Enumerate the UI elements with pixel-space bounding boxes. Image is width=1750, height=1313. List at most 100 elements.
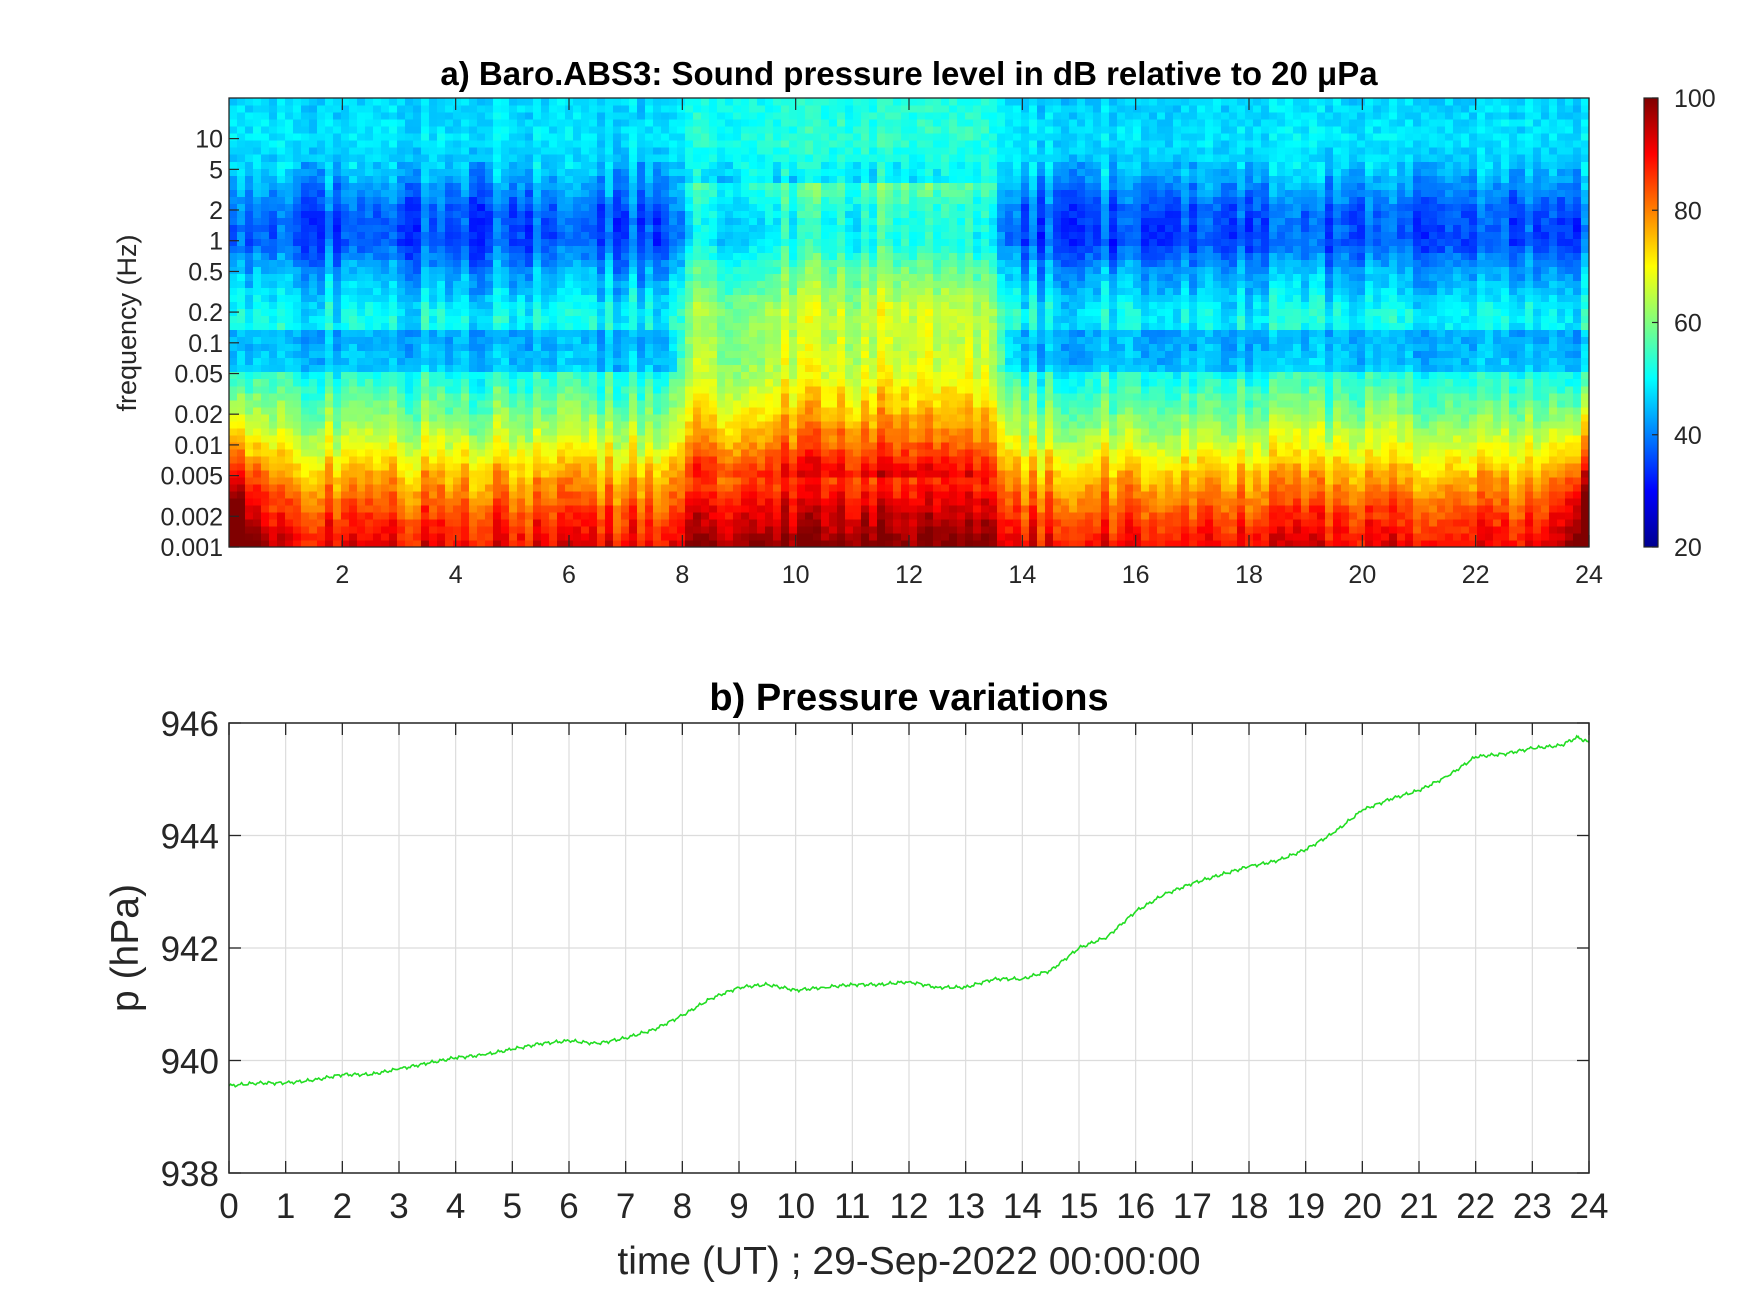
spectrogram-cell bbox=[437, 406, 446, 415]
spectrogram-cell bbox=[541, 413, 550, 422]
spectrogram-cell bbox=[685, 385, 694, 394]
spectrogram-cell bbox=[317, 105, 326, 113]
spectrogram-cell bbox=[485, 259, 494, 267]
spectrogram-cell bbox=[293, 322, 302, 331]
spectrogram-cell bbox=[317, 245, 326, 253]
spectrogram-cell bbox=[341, 189, 350, 197]
spectrogram-cell bbox=[429, 294, 438, 303]
spectrogram-cell bbox=[349, 154, 358, 162]
spectrogram-cell bbox=[301, 518, 310, 527]
spectrogram-cell bbox=[645, 476, 654, 485]
spectrogram-cell bbox=[821, 518, 830, 527]
spectrogram-cell bbox=[509, 154, 518, 162]
spectrogram-cell bbox=[677, 406, 686, 415]
spectrogram-cell bbox=[285, 203, 294, 211]
spectrogram-cell bbox=[773, 98, 782, 106]
spectrogram-cell bbox=[317, 483, 326, 492]
spectrogram-cell bbox=[413, 413, 422, 422]
spectrogram-cell bbox=[293, 210, 302, 218]
spectrogram-cell bbox=[421, 308, 430, 317]
spectrogram-cell bbox=[485, 175, 494, 183]
spectrogram-cell bbox=[741, 119, 750, 127]
spectrogram-cell bbox=[541, 308, 550, 317]
spectrogram-cell bbox=[597, 266, 606, 274]
spectrogram-cell bbox=[461, 98, 470, 106]
spectrogram-cell bbox=[237, 119, 246, 127]
spectrogram-cell bbox=[581, 448, 590, 457]
spectrogram-cell bbox=[653, 497, 662, 506]
spectrogram-cell bbox=[557, 196, 566, 204]
spectrogram-cell bbox=[621, 105, 630, 113]
spectrogram-cell bbox=[301, 161, 310, 169]
spectrogram-cell bbox=[765, 518, 774, 527]
spectrogram-cell bbox=[757, 280, 766, 289]
spectrogram-cell bbox=[837, 140, 846, 148]
spectrogram-cell bbox=[797, 371, 806, 380]
spectrogram-cell bbox=[333, 217, 342, 225]
spectrogram-cell bbox=[693, 203, 702, 211]
spectrogram-cell bbox=[493, 182, 502, 190]
spectrogram-cell bbox=[613, 126, 622, 134]
spectrogram-cell bbox=[317, 336, 326, 345]
spectrogram-cell bbox=[509, 245, 518, 253]
spectrogram-cell bbox=[677, 238, 686, 246]
spectrogram-cell bbox=[237, 511, 246, 520]
spectrogram-cell bbox=[781, 511, 790, 520]
spectrogram-cell bbox=[605, 532, 614, 541]
spectrogram-cell bbox=[813, 287, 822, 296]
spectrogram-cell bbox=[365, 497, 374, 506]
spectrogram-cell bbox=[245, 343, 254, 352]
spectrogram-cell bbox=[645, 301, 654, 310]
spectrogram-cell bbox=[573, 371, 582, 380]
spectrogram-cell bbox=[597, 315, 606, 324]
spectrogram-cell bbox=[653, 455, 662, 464]
spectrogram-cell bbox=[573, 322, 582, 331]
spectrogram-cell bbox=[589, 98, 598, 106]
spectrogram-cell bbox=[573, 182, 582, 190]
spectrogram-cell bbox=[245, 308, 254, 317]
spectrogram-cell bbox=[557, 322, 566, 331]
spectrogram-cell bbox=[805, 413, 814, 422]
spectrogram-cell bbox=[269, 119, 278, 127]
spectrogram-cell bbox=[509, 469, 518, 478]
spectrogram-cell bbox=[541, 98, 550, 106]
spectrogram-cell bbox=[421, 105, 430, 113]
spectrogram-cell bbox=[821, 175, 830, 183]
spectrogram-cell bbox=[405, 469, 414, 478]
spectrogram-cell bbox=[269, 336, 278, 345]
spectrogram-cell bbox=[621, 189, 630, 197]
spectrogram-cell bbox=[581, 203, 590, 211]
spectrogram-cell bbox=[669, 273, 678, 282]
spectrogram-cell bbox=[277, 448, 286, 457]
spectrogram-cell bbox=[637, 196, 646, 204]
spectrogram-cell bbox=[645, 329, 654, 338]
spectrogram-cell bbox=[373, 273, 382, 282]
spectrogram-cell bbox=[837, 469, 846, 478]
spectrogram-cell bbox=[517, 224, 526, 232]
spectrogram-cell bbox=[669, 238, 678, 246]
spectrogram-cell bbox=[717, 266, 726, 274]
spectrogram-cell bbox=[789, 336, 798, 345]
spectrogram-cell bbox=[565, 147, 574, 155]
spectrogram-cell bbox=[605, 469, 614, 478]
spectrogram-cell bbox=[781, 518, 790, 527]
spectrogram-cell bbox=[613, 280, 622, 289]
spectrogram-cell bbox=[325, 385, 334, 394]
spectrogram-cell bbox=[733, 196, 742, 204]
spectrogram-cell bbox=[421, 406, 430, 415]
spectrogram-cell bbox=[669, 385, 678, 394]
spectrogram-cell bbox=[389, 399, 398, 408]
spectrogram-cell bbox=[365, 434, 374, 443]
spectrogram-cell bbox=[293, 476, 302, 485]
spectrogram-cell bbox=[405, 448, 414, 457]
spectrogram-cell bbox=[501, 294, 510, 303]
spectrogram-cell bbox=[493, 343, 502, 352]
spectrogram-cell bbox=[749, 315, 758, 324]
spectrogram-cell bbox=[501, 322, 510, 331]
spectrogram-cell bbox=[325, 168, 334, 176]
spectrogram-cell bbox=[725, 126, 734, 134]
spectrogram-cell bbox=[517, 518, 526, 527]
spectrogram-cell bbox=[309, 252, 318, 260]
spectrogram-cell bbox=[605, 343, 614, 352]
spectrogram-cell bbox=[509, 112, 518, 120]
